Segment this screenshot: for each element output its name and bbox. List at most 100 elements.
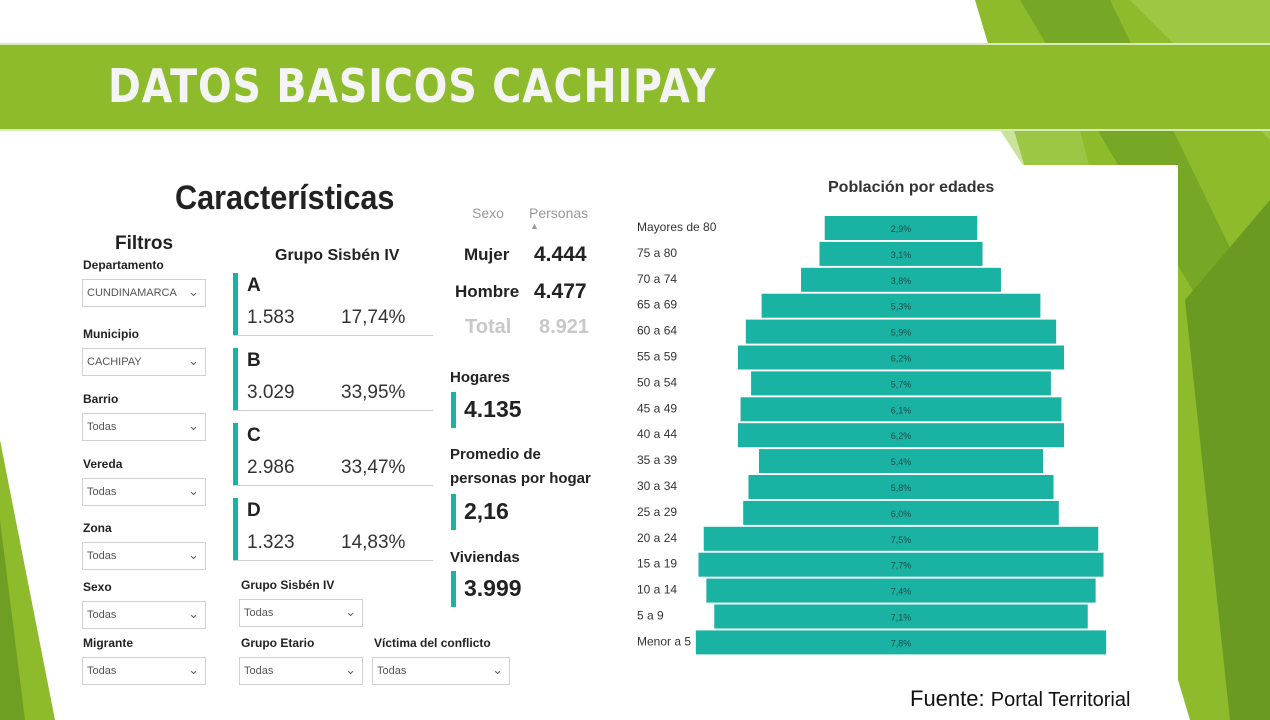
population-bar[interactable]	[740, 397, 1062, 422]
bar-data-label: 2,9%	[891, 224, 912, 234]
group-count: 2.986	[247, 457, 295, 478]
filter-label-grupo-sisben: Grupo Sisbén IV	[241, 578, 335, 592]
population-bar[interactable]	[737, 423, 1065, 448]
chevron-down-icon: ⌄	[492, 662, 503, 677]
chevron-down-icon: ⌄	[188, 662, 199, 677]
group-percent: 17,74%	[341, 307, 406, 328]
population-bar[interactable]	[703, 526, 1099, 551]
filter-select-victima[interactable]: Todas ⌄	[372, 657, 510, 685]
triangle-up-icon: ▲	[530, 221, 539, 231]
filter-select[interactable]: Todas ⌄	[82, 542, 206, 570]
sisben-group-card: D 1.323 14,83%	[233, 498, 433, 561]
category-label: 65 a 69	[637, 298, 677, 312]
bar-data-label: 5,3%	[891, 302, 912, 312]
filter-select[interactable]: Todas ⌄	[82, 478, 206, 506]
chevron-down-icon: ⌄	[345, 604, 356, 619]
bar-data-label: 7,5%	[891, 535, 912, 545]
sisben-group-card: C 2.986 33,47%	[233, 423, 433, 486]
population-bar[interactable]	[824, 216, 978, 240]
promedio-label-line2: personas por hogar	[450, 470, 591, 487]
population-bar[interactable]	[714, 604, 1088, 629]
filter-value: CACHIPAY	[87, 356, 142, 368]
filter-label: Municipio	[83, 327, 139, 341]
population-bar[interactable]	[751, 371, 1051, 396]
dashboard-title: Características	[175, 179, 395, 217]
category-label: 15 a 19	[637, 557, 677, 571]
filter-select[interactable]: Todas ⌄	[82, 601, 206, 629]
bar-data-label: 3,1%	[891, 250, 912, 260]
col-header-personas[interactable]: Personas	[529, 205, 589, 221]
chevron-down-icon: ⌄	[188, 483, 199, 498]
row-value-mujer: 4.444	[534, 243, 587, 266]
category-label: 10 a 14	[637, 583, 677, 597]
group-count: 3.029	[247, 382, 295, 403]
population-bar[interactable]	[695, 630, 1107, 655]
filter-label: Vereda	[83, 457, 123, 471]
bar-data-label: 7,4%	[891, 587, 912, 597]
filter-select-grupo-etario[interactable]: Todas ⌄	[239, 657, 363, 685]
chevron-down-icon: ⌄	[188, 547, 199, 562]
viviendas-label: Viviendas	[450, 549, 520, 566]
viviendas-value: 3.999	[464, 575, 522, 601]
population-bar[interactable]	[748, 475, 1054, 499]
group-letter: C	[247, 425, 261, 446]
filter-value: Todas	[87, 486, 117, 498]
population-bar[interactable]	[819, 241, 983, 266]
kpi-accent-bar	[451, 392, 456, 428]
filter-select[interactable]: CUNDINAMARCA ⌄	[82, 279, 206, 307]
source-label: Fuente:	[910, 686, 985, 711]
filter-label: Departamento	[83, 258, 164, 272]
population-bar[interactable]	[745, 319, 1057, 344]
col-header-sexo[interactable]: Sexo	[472, 205, 504, 221]
filter-select[interactable]: CACHIPAY ⌄	[82, 348, 206, 376]
category-label: 45 a 49	[637, 401, 677, 415]
sisben-group-card: B 3.029 33,95%	[233, 348, 433, 411]
source-text: Portal Territorial	[990, 689, 1131, 711]
bar-data-label: 3,8%	[891, 276, 912, 286]
population-bar[interactable]	[706, 578, 1096, 603]
filter-value: Todas	[244, 665, 274, 677]
bar-data-label: 7,1%	[891, 613, 912, 623]
group-percent: 33,95%	[341, 382, 406, 403]
population-bar[interactable]	[737, 345, 1065, 370]
population-bar[interactable]	[758, 449, 1044, 474]
category-label: Menor a 5	[637, 634, 691, 648]
bar-data-label: 7,8%	[891, 638, 912, 648]
filter-select[interactable]: Todas ⌄	[82, 657, 206, 685]
group-accent-bar	[233, 273, 238, 335]
population-bar[interactable]	[698, 552, 1104, 577]
bar-data-label: 6,0%	[891, 509, 912, 519]
group-accent-bar	[233, 423, 238, 485]
filter-value: CUNDINAMARCA	[87, 287, 177, 299]
category-label: 75 a 80	[637, 246, 677, 260]
bar-data-label: 7,7%	[891, 561, 912, 571]
filter-label-grupo-etario: Grupo Etario	[241, 636, 315, 650]
chevron-down-icon: ⌄	[188, 606, 199, 621]
promedio-label-line1: Promedio de	[450, 446, 541, 463]
group-accent-bar	[233, 348, 238, 410]
filter-select-grupo-sisben[interactable]: Todas ⌄	[239, 599, 363, 627]
population-bar[interactable]	[743, 500, 1059, 525]
group-count: 1.583	[247, 307, 295, 328]
category-label: 35 a 39	[637, 453, 677, 467]
filter-label: Zona	[83, 521, 112, 535]
promedio-value: 2,16	[464, 498, 509, 524]
group-letter: D	[247, 500, 261, 521]
chevron-down-icon: ⌄	[188, 418, 199, 433]
filter-value: Todas	[377, 665, 407, 677]
filter-select[interactable]: Todas ⌄	[82, 413, 206, 441]
population-bar[interactable]	[761, 293, 1041, 318]
group-accent-bar	[233, 498, 238, 560]
group-letter: B	[247, 350, 261, 371]
bar-data-label: 5,9%	[891, 328, 912, 338]
bar-data-label: 5,8%	[891, 483, 912, 493]
category-label: Mayores de 80	[637, 220, 717, 234]
population-bar[interactable]	[801, 267, 1001, 292]
hogares-label: Hogares	[450, 369, 511, 386]
category-label: 50 a 54	[637, 375, 677, 389]
filter-value: Todas	[87, 665, 117, 677]
category-label: 40 a 44	[637, 427, 677, 441]
filter-value: Todas	[244, 607, 274, 619]
chevron-down-icon: ⌄	[345, 662, 356, 677]
category-label: 25 a 29	[637, 505, 677, 519]
